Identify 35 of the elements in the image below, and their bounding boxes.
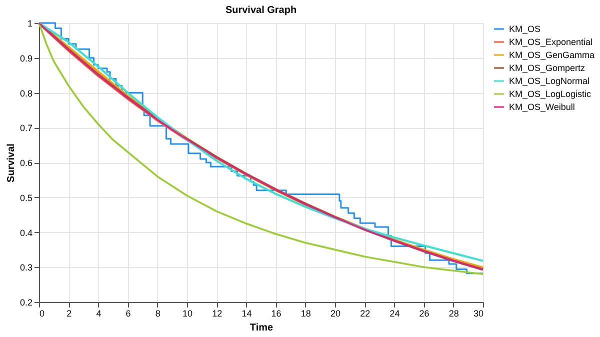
legend-label: KM_OS_Exponential	[509, 37, 593, 47]
x-tick-label: 8	[155, 308, 160, 318]
legend-label: KM_OS	[509, 24, 541, 34]
y-tick-label: 0.3	[20, 262, 32, 273]
y-axis-title: Survival	[6, 143, 17, 182]
x-tick-label: 10	[182, 308, 193, 318]
x-tick-label: 12	[212, 308, 222, 318]
legend-label: KM_OS_LogNormal	[509, 76, 590, 86]
x-tick-label: 28	[448, 308, 459, 318]
y-tick-label: 0.6	[20, 158, 32, 168]
y-tick-label: 0.9	[20, 53, 32, 64]
x-tick-label: 26	[419, 308, 430, 318]
legend-label: KM_OS_Weibull	[509, 102, 575, 112]
y-tick-label: 0.7	[20, 123, 32, 134]
y-tick-label: 1	[27, 18, 32, 28]
y-tick-label: 0.8	[20, 88, 32, 98]
y-tick-label: 0.4	[20, 228, 32, 238]
x-tick-label: 0	[40, 308, 45, 318]
y-tick-label: 0.5	[20, 192, 32, 203]
x-tick-label: 18	[300, 308, 311, 318]
x-tick-label: 2	[66, 308, 72, 318]
legend-label: KM_OS_GenGamma	[509, 50, 595, 60]
y-tick-label: 0.2	[20, 298, 32, 308]
legend-label: KM_OS_Gompertz	[509, 63, 586, 73]
x-axis-title: Time	[250, 322, 274, 334]
x-tick-label: 14	[242, 308, 252, 318]
x-tick-label: 16	[271, 308, 282, 318]
x-tick-label: 22	[360, 308, 370, 318]
x-tick-label: 24	[390, 308, 400, 318]
x-tick-label: 20	[330, 308, 341, 318]
x-tick-label: 30	[473, 308, 484, 318]
x-tick-label: 6	[126, 308, 131, 318]
legend-label: KM_OS_LogLogistic	[509, 89, 592, 99]
chart-title: Survival Graph	[225, 5, 297, 16]
x-tick-label: 4	[96, 308, 102, 318]
